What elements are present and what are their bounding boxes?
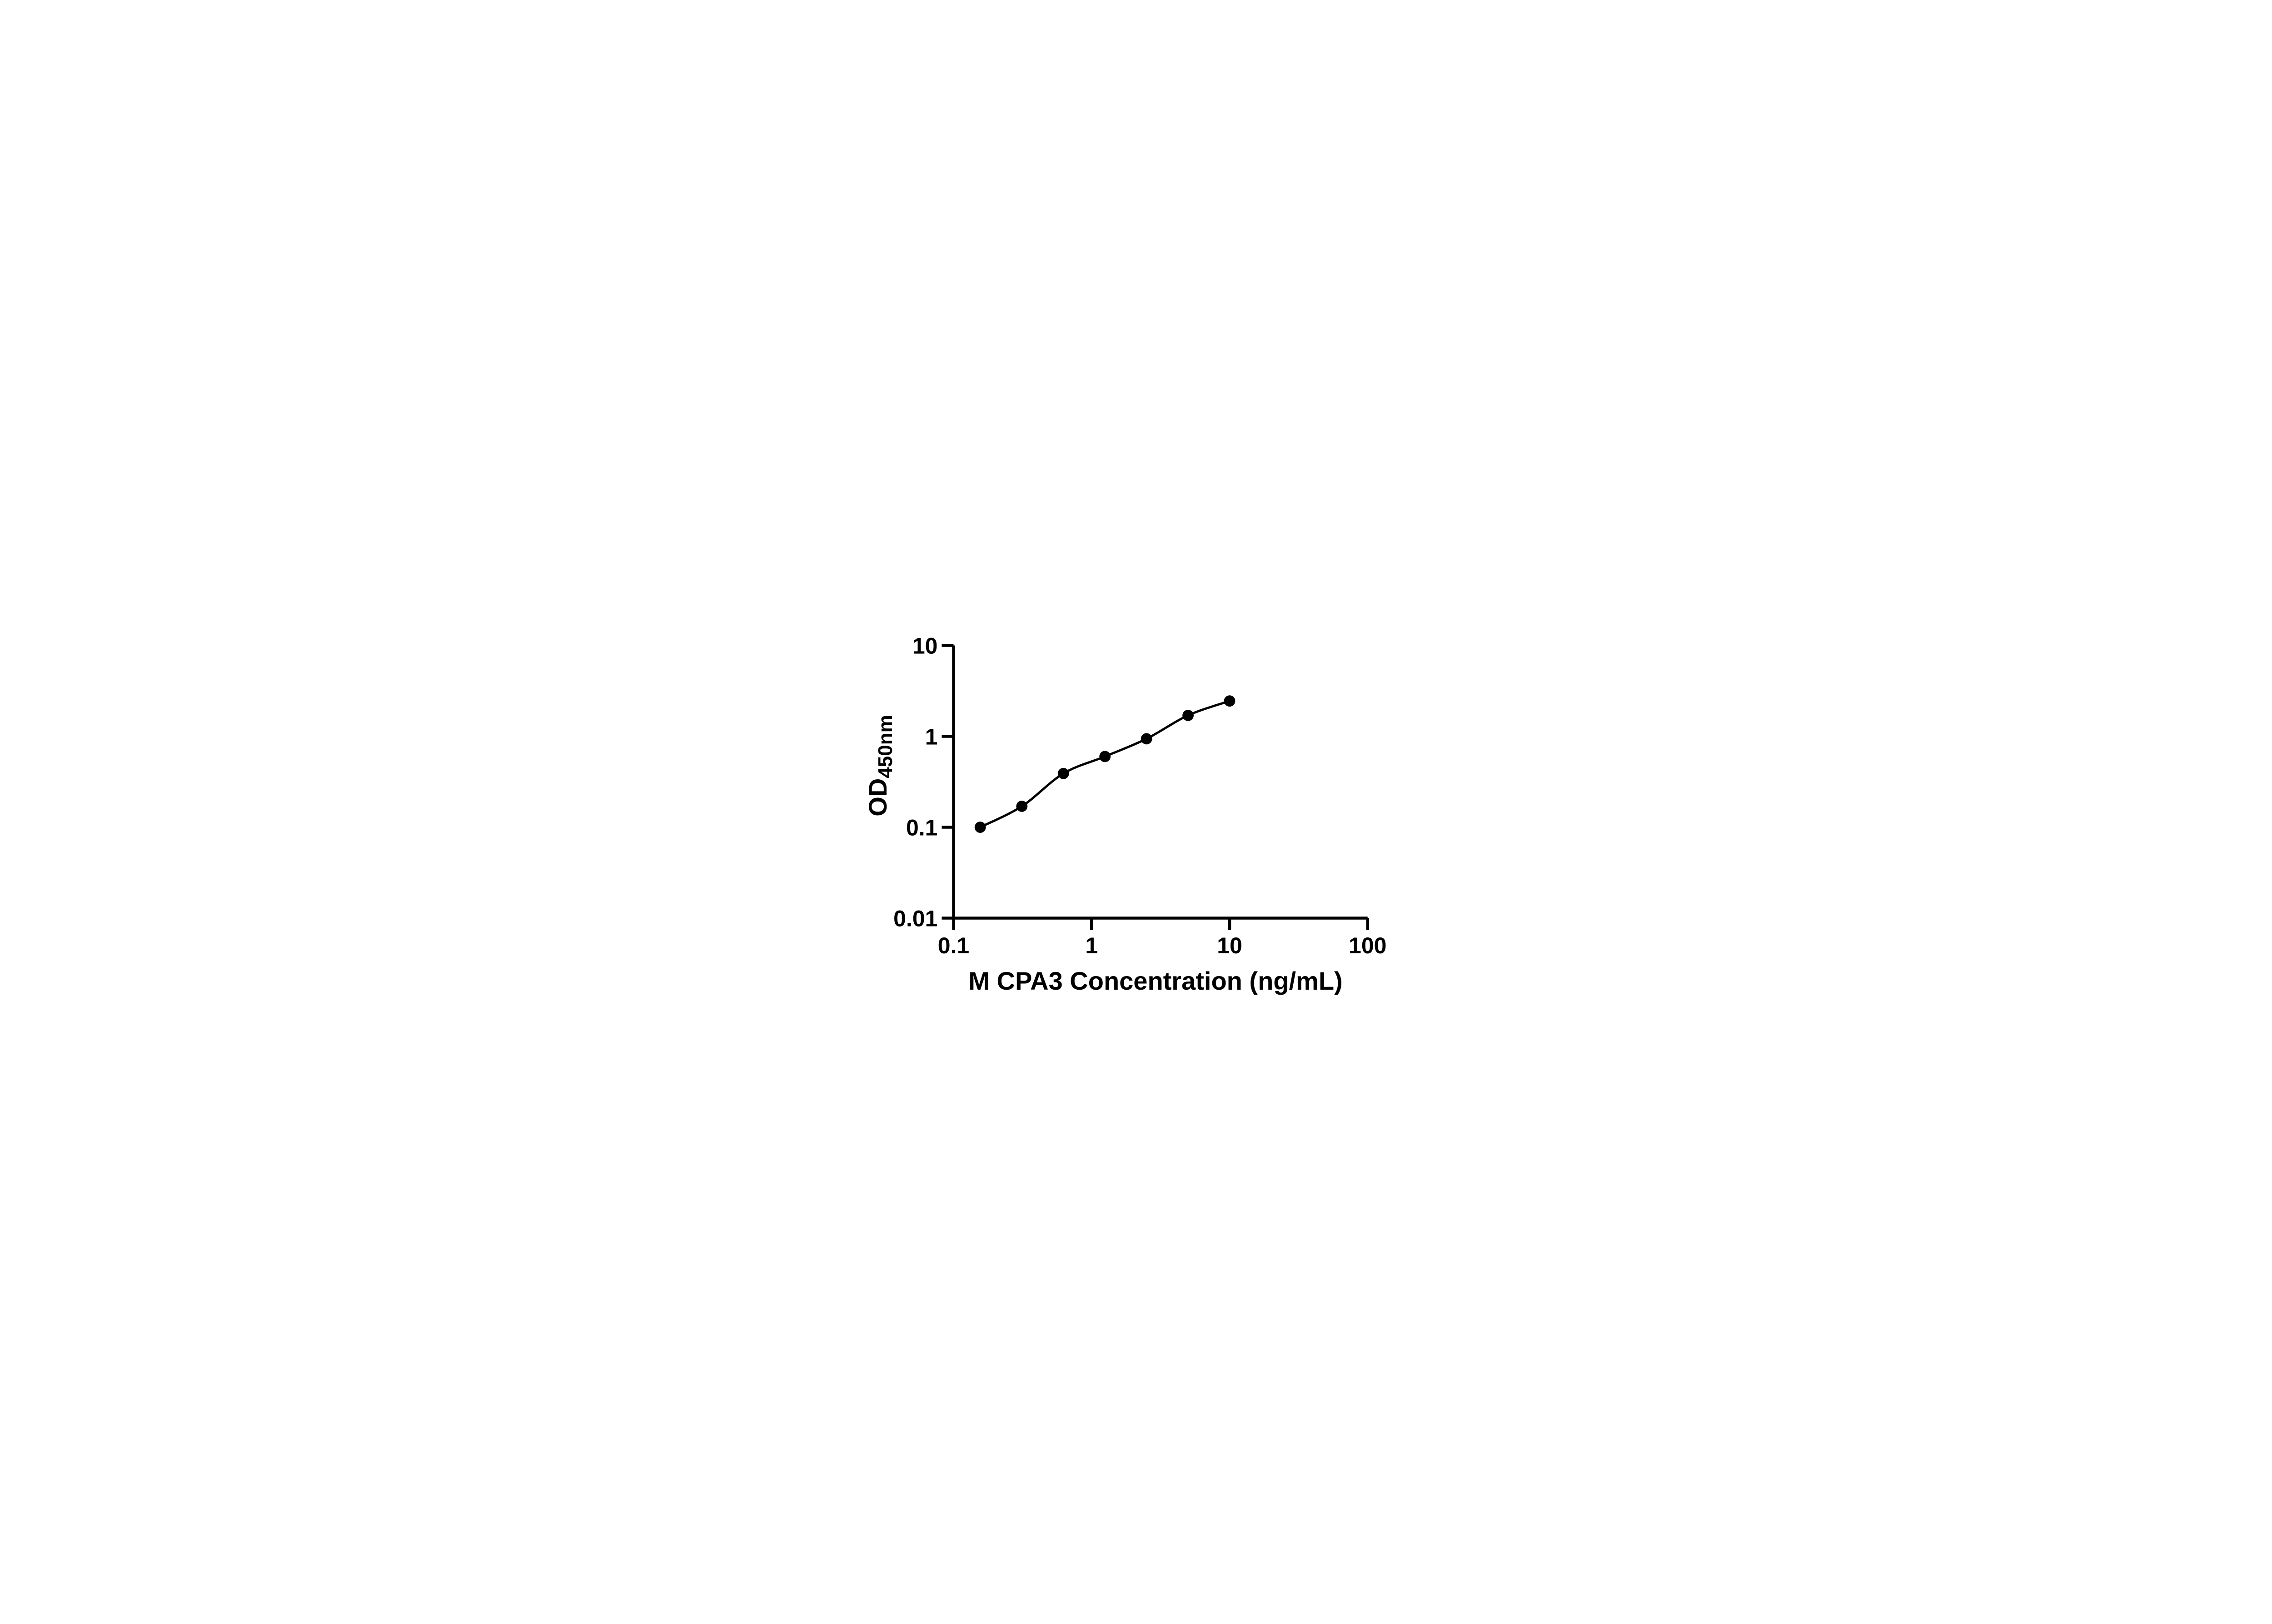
x-axis-title: M CPA3 Concentration (ng/mL) [968, 966, 1342, 995]
data-point-marker [974, 822, 986, 833]
y-tick-label: 0.1 [906, 815, 937, 841]
y-axis-title-main: OD [863, 778, 892, 817]
y-axis-title: OD450nm [863, 715, 897, 816]
axes-frame [952, 645, 1368, 920]
y-tick-label: 10 [912, 633, 937, 659]
x-tick-label: 100 [1349, 933, 1386, 958]
data-point-marker [1057, 767, 1069, 779]
y-axis-title-sub: 450nm [874, 715, 897, 778]
data-point-marker [1141, 733, 1152, 745]
data-point-marker [1224, 695, 1235, 707]
standard-curve-figure: 10 1 0.1 0.01 0.1 1 10 100 OD450nm M CPA3 Conce… [846, 609, 1426, 1015]
y-tick-label: 0.01 [893, 906, 937, 932]
data-point-marker [1182, 710, 1194, 721]
x-tick-label: 10 [1217, 933, 1242, 958]
x-tick-label: 0.1 [937, 933, 969, 958]
x-tick-label: 1 [1085, 933, 1098, 958]
data-point-marker [1099, 751, 1111, 762]
data-point-marker [1016, 801, 1027, 812]
y-tick-label: 1 [925, 724, 937, 750]
